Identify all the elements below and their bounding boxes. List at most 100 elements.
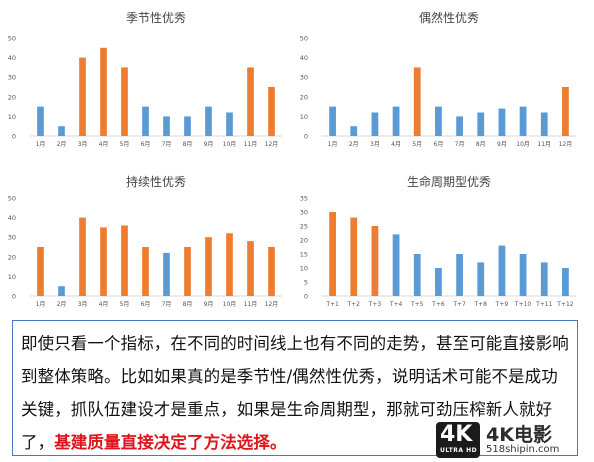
x-tick-label: T+12 — [556, 301, 574, 308]
x-tick-label: 10月 — [223, 141, 237, 148]
x-tick-label: T+6 — [431, 301, 445, 308]
bar — [142, 247, 149, 296]
bar — [477, 112, 485, 136]
y-tick-label: 50 — [8, 35, 16, 43]
bar — [371, 112, 379, 136]
bar — [268, 247, 275, 296]
x-tick-label: 7月 — [162, 301, 172, 308]
x-tick-label: 9月 — [204, 141, 214, 148]
bar — [413, 67, 421, 136]
x-tick-label: T+10 — [514, 301, 532, 308]
bar — [247, 241, 254, 296]
bar — [392, 234, 400, 296]
y-tick-label: 20 — [300, 93, 308, 101]
x-tick-label: 12月 — [559, 141, 573, 148]
x-tick-label: 11月 — [244, 301, 258, 308]
x-tick-label: 4月 — [99, 301, 109, 308]
bar — [121, 225, 128, 296]
chart-continuous: 持续性优秀 0 10 20 30 40 50 1月 2月 3月 4月 5月 6月 7月 8月 9月 10月 11月… — [8, 174, 282, 308]
x-tick-label: 11月 — [537, 141, 551, 148]
y-tick-label: 0 — [304, 133, 308, 141]
x-tick-label: 1月 — [36, 141, 46, 148]
bar — [184, 116, 191, 136]
y-tick-label: 50 — [300, 35, 308, 43]
x-tick-label: 9月 — [497, 141, 507, 148]
y-tick-label: 30 — [8, 74, 16, 82]
x-tick-label: T+4 — [389, 301, 403, 308]
x-tick-label: 7月 — [162, 141, 172, 148]
bar — [456, 254, 463, 296]
bar — [205, 106, 212, 136]
y-tick-label: 30 — [8, 234, 16, 242]
watermark-logo: 4K ULTRA HD — [436, 422, 480, 458]
x-tick-label: 11月 — [244, 141, 258, 148]
bar — [540, 262, 548, 296]
watermark-logo-sub: ULTRA HD — [440, 447, 478, 454]
x-tick-label: 1月 — [36, 301, 46, 308]
x-tick-label: 3月 — [78, 301, 88, 308]
x-tick-label: T+8 — [473, 301, 487, 308]
bar — [163, 252, 170, 296]
watermark-site: 518shipin.com — [486, 444, 560, 455]
x-tick-label: T+9 — [495, 301, 509, 308]
y-tick-label: 35 — [300, 195, 308, 203]
x-tick-label: 8月 — [183, 301, 193, 308]
bar — [392, 106, 400, 136]
watermark: 4K ULTRA HD 4K电影 518shipin.com — [436, 420, 586, 460]
bar — [79, 217, 86, 296]
y-tick-label: 20 — [8, 93, 16, 101]
y-tick-label: 10 — [300, 265, 308, 273]
y-tick-label: 10 — [8, 113, 16, 121]
x-tick-label: 7月 — [455, 141, 465, 148]
x-tick-label: T+2 — [346, 301, 360, 308]
bar — [350, 126, 358, 136]
x-tick-label: 3月 — [78, 141, 88, 148]
x-tick-label: 5月 — [120, 301, 130, 308]
x-tick-label: 4月 — [391, 141, 401, 148]
bar — [562, 87, 569, 136]
bar — [329, 106, 336, 136]
bar — [477, 262, 485, 296]
chart-title: 偶然性优秀 — [419, 10, 479, 25]
bar — [37, 106, 44, 136]
x-tick-label: 5月 — [412, 141, 422, 148]
x-tick-label: 12月 — [265, 141, 279, 148]
bar — [498, 108, 506, 136]
y-tick-label: 10 — [300, 113, 308, 121]
bar — [226, 233, 233, 296]
x-tick-label: T+11 — [535, 301, 553, 308]
chart-lifecycle: 生命周期型优秀 0 5 10 15 20 25 30 35 T+1 T+2 T+3 T+4 T+5 T+6 T… — [300, 174, 576, 308]
chart-title: 持续性优秀 — [126, 174, 186, 189]
y-tick-label: 0 — [12, 133, 16, 141]
y-tick-label: 10 — [8, 273, 16, 281]
chart-title: 生命周期型优秀 — [407, 174, 491, 189]
x-tick-label: 6月 — [141, 141, 151, 148]
bar — [329, 212, 336, 296]
x-tick-label: 1月 — [328, 141, 338, 148]
bar — [371, 226, 379, 296]
watermark-brand: 4K电影 — [486, 424, 552, 446]
bar — [519, 106, 527, 136]
bar — [205, 237, 212, 296]
x-tick-label: 10月 — [223, 301, 237, 308]
bar — [413, 254, 421, 296]
y-tick-label: 15 — [300, 251, 308, 259]
y-tick-label: 5 — [304, 279, 308, 287]
watermark-logo-4k: 4K — [440, 422, 473, 447]
explanation-textbox: 即使只看一个指标，在不同的时间线上也有不同的走势，甚至可能直接影响到整体策略。比… — [12, 320, 578, 456]
y-tick-label: 50 — [8, 195, 16, 203]
x-tick-label: 2月 — [57, 141, 67, 148]
bar — [100, 227, 107, 296]
bar — [435, 268, 442, 296]
y-tick-label: 25 — [300, 223, 308, 231]
bar — [519, 254, 527, 296]
bar — [58, 126, 65, 136]
bar — [184, 247, 191, 296]
y-tick-label: 20 — [300, 237, 308, 245]
bar — [268, 87, 275, 136]
x-tick-label: 10月 — [516, 141, 530, 148]
x-tick-label: T+1 — [325, 301, 339, 308]
bar — [435, 106, 442, 136]
bar — [498, 245, 506, 296]
y-tick-label: 40 — [8, 214, 16, 222]
